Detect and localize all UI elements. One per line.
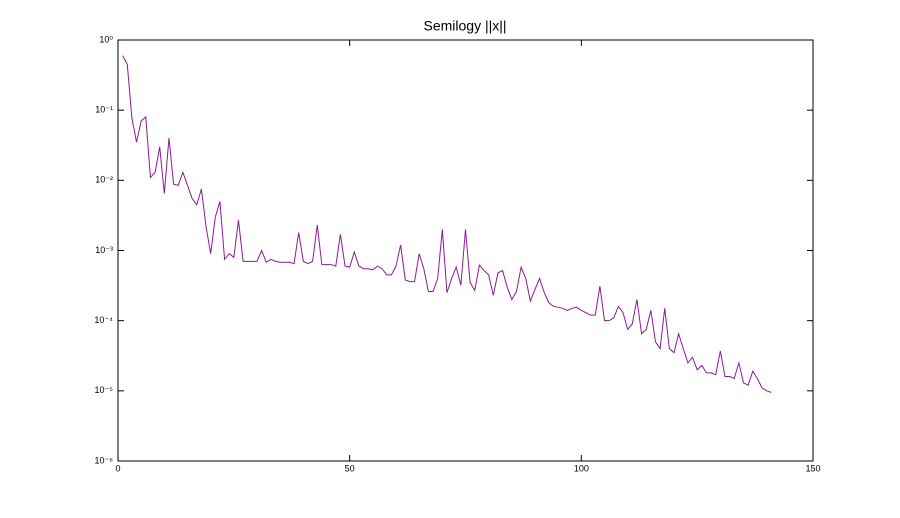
chart-title: Semilogy ||x|| xyxy=(423,18,506,34)
x-tick-label: 50 xyxy=(345,463,355,473)
y-tick-label: 10⁻³ xyxy=(95,245,113,255)
y-tick-label: 10⁰ xyxy=(99,34,113,44)
y-tick-label: 10⁻⁴ xyxy=(94,315,113,325)
x-tick-label: 150 xyxy=(805,463,820,473)
y-tick-label: 10⁻⁶ xyxy=(95,455,114,465)
data-line xyxy=(122,55,772,393)
y-tick-label: 10⁻¹ xyxy=(95,105,113,115)
y-tick-label: 10⁻⁵ xyxy=(95,385,114,395)
x-tick-label: 100 xyxy=(574,463,589,473)
x-tick-label: 0 xyxy=(115,463,120,473)
y-tick-label: 10⁻² xyxy=(95,175,113,185)
